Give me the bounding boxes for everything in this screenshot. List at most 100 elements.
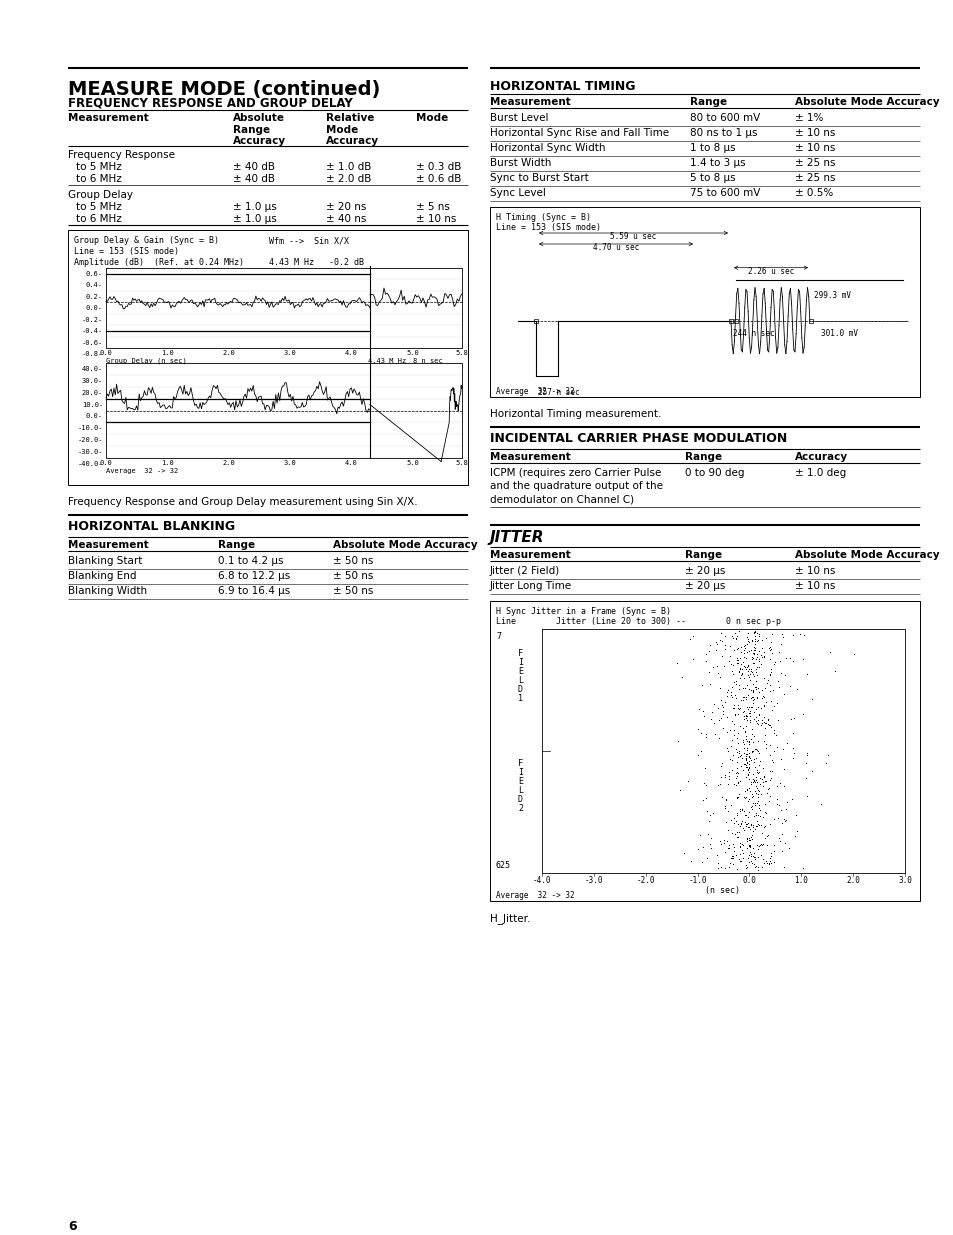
Text: 3.0: 3.0: [897, 876, 911, 885]
Text: ± 40 dB: ± 40 dB: [233, 174, 274, 184]
Text: to 5 MHz: to 5 MHz: [76, 162, 122, 172]
Text: -0.4-: -0.4-: [82, 329, 103, 335]
Text: 0.6-: 0.6-: [86, 270, 103, 277]
Text: -4.0: -4.0: [532, 876, 551, 885]
Text: to 5 MHz: to 5 MHz: [76, 203, 122, 212]
Text: FREQUENCY RESPONSE AND GROUP DELAY: FREQUENCY RESPONSE AND GROUP DELAY: [68, 98, 353, 110]
Text: -0.8-: -0.8-: [82, 351, 103, 357]
Text: -10.0-: -10.0-: [77, 425, 103, 431]
Text: 0.2-: 0.2-: [86, 294, 103, 300]
Text: 0.0: 0.0: [99, 459, 112, 466]
Text: Blanking End: Blanking End: [68, 571, 136, 580]
Text: ± 0.6 dB: ± 0.6 dB: [416, 174, 461, 184]
Text: Absolute Mode Accuracy: Absolute Mode Accuracy: [794, 98, 939, 107]
Text: 6.9 to 16.4 μs: 6.9 to 16.4 μs: [218, 585, 290, 597]
Text: 1.4 to 3 μs: 1.4 to 3 μs: [689, 158, 745, 168]
Text: Accuracy: Accuracy: [794, 452, 847, 462]
Text: Line = 153 (SIS mode): Line = 153 (SIS mode): [496, 224, 600, 232]
Text: 0.0-: 0.0-: [86, 305, 103, 311]
Text: Horizontal Sync Width: Horizontal Sync Width: [490, 143, 605, 153]
Text: -20.0-: -20.0-: [77, 437, 103, 443]
Text: ± 10 ns: ± 10 ns: [416, 214, 456, 224]
Text: 5 to 8 μs: 5 to 8 μs: [689, 173, 735, 183]
Text: to 6 MHz: to 6 MHz: [76, 214, 122, 224]
Bar: [490, 601, 919, 902]
Text: E: E: [517, 667, 522, 676]
Text: Blanking Width: Blanking Width: [68, 585, 147, 597]
Text: 1: 1: [517, 694, 522, 703]
Text: L: L: [517, 676, 522, 685]
Text: Measurement: Measurement: [68, 540, 149, 550]
Text: 5.0: 5.0: [406, 350, 418, 356]
Text: D: D: [517, 685, 522, 694]
Text: 5.59 u sec: 5.59 u sec: [609, 232, 656, 241]
Text: HORIZONTAL TIMING: HORIZONTAL TIMING: [490, 80, 635, 93]
Text: 244 n sec: 244 n sec: [732, 329, 774, 337]
Text: ± 1.0 dB: ± 1.0 dB: [326, 162, 371, 172]
Text: ± 5 ns: ± 5 ns: [416, 203, 450, 212]
Text: (n sec): (n sec): [705, 885, 740, 895]
Text: Horizontal Sync Rise and Fall Time: Horizontal Sync Rise and Fall Time: [490, 128, 668, 138]
Text: 4.0: 4.0: [345, 350, 357, 356]
Text: ± 2.0 dB: ± 2.0 dB: [326, 174, 371, 184]
Text: 4.0: 4.0: [345, 459, 357, 466]
Text: Range: Range: [689, 98, 726, 107]
Text: Range: Range: [684, 550, 721, 559]
Text: 6: 6: [68, 1220, 76, 1233]
Text: 1.0: 1.0: [161, 350, 173, 356]
Text: HORIZONTAL BLANKING: HORIZONTAL BLANKING: [68, 520, 234, 534]
Text: 80 to 600 mV: 80 to 600 mV: [689, 112, 760, 124]
Text: ± 25 ns: ± 25 ns: [794, 158, 835, 168]
Text: ± 0.5%: ± 0.5%: [794, 188, 832, 198]
Bar: [68, 230, 468, 485]
Text: Average  32 -> 32: Average 32 -> 32: [106, 468, 178, 474]
Text: ± 10 ns: ± 10 ns: [794, 566, 835, 576]
Text: -3.0: -3.0: [584, 876, 602, 885]
Text: L: L: [517, 785, 522, 795]
Text: -30.0-: -30.0-: [77, 450, 103, 456]
Text: -0.2-: -0.2-: [82, 316, 103, 322]
Text: Measurement: Measurement: [490, 98, 570, 107]
Text: Absolute Mode Accuracy: Absolute Mode Accuracy: [333, 540, 477, 550]
Text: 8 n sec: 8 n sec: [413, 358, 442, 364]
Text: ± 1%: ± 1%: [794, 112, 822, 124]
Text: ± 0.3 dB: ± 0.3 dB: [416, 162, 461, 172]
Text: 301.0 mV: 301.0 mV: [821, 329, 857, 337]
Text: 0 to 90 deg: 0 to 90 deg: [684, 468, 743, 478]
Text: MEASURE MODE (continued): MEASURE MODE (continued): [68, 80, 380, 99]
Text: 4.70 u sec: 4.70 u sec: [592, 243, 639, 252]
Text: Wfm -->  Sin X/X: Wfm --> Sin X/X: [269, 236, 349, 245]
Text: ± 50 ns: ± 50 ns: [333, 571, 373, 580]
Text: Group Delay: Group Delay: [68, 190, 132, 200]
Text: 30.0-: 30.0-: [82, 378, 103, 384]
Text: ± 10 ns: ± 10 ns: [794, 128, 835, 138]
Text: 10.0-: 10.0-: [82, 401, 103, 408]
Text: 0.0-: 0.0-: [86, 414, 103, 420]
Text: ± 20 ns: ± 20 ns: [326, 203, 366, 212]
Text: Measurement: Measurement: [490, 550, 570, 559]
Bar: [534, 319, 537, 322]
Text: 40.0-: 40.0-: [82, 366, 103, 372]
Bar: [490, 207, 919, 396]
Bar: [728, 319, 732, 322]
Text: 2.0: 2.0: [222, 350, 234, 356]
Text: ± 10 ns: ± 10 ns: [794, 580, 835, 592]
Text: Line = 153 (SIS mode): Line = 153 (SIS mode): [74, 247, 179, 256]
Text: 0.0: 0.0: [741, 876, 756, 885]
Text: 7: 7: [496, 632, 500, 641]
Text: ± 25 ns: ± 25 ns: [794, 173, 835, 183]
Text: 1.0: 1.0: [794, 876, 807, 885]
Text: 3.0: 3.0: [283, 459, 296, 466]
Text: 2.0: 2.0: [845, 876, 860, 885]
Text: 0.0: 0.0: [99, 350, 112, 356]
Text: Sync Level: Sync Level: [490, 188, 545, 198]
Text: Line        Jitter (Line 20 to 300) --        0 n sec p-p: Line Jitter (Line 20 to 300) -- 0 n sec …: [496, 618, 781, 626]
Text: Average  32 -> 32: Average 32 -> 32: [496, 890, 574, 900]
Text: ± 50 ns: ± 50 ns: [333, 585, 373, 597]
Text: Sync to Burst Start: Sync to Burst Start: [490, 173, 588, 183]
Text: H Timing (Sync = B): H Timing (Sync = B): [496, 212, 590, 222]
Text: Group Delay & Gain (Sync = B): Group Delay & Gain (Sync = B): [74, 236, 219, 245]
Text: H_Jitter.: H_Jitter.: [490, 913, 530, 924]
Text: ± 40 ns: ± 40 ns: [326, 214, 366, 224]
Text: 257 n sec: 257 n sec: [537, 388, 579, 396]
